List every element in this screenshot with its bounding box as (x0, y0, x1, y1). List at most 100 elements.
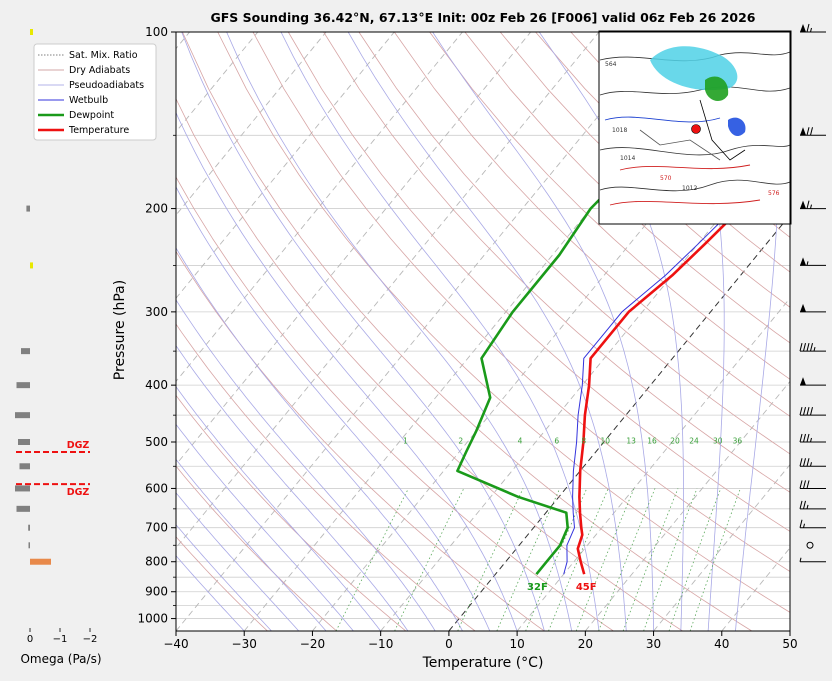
location-marker (691, 124, 701, 134)
mixing-ratio-line (525, 488, 588, 631)
omega-tick-label: −1 (53, 634, 68, 645)
dry-adiabat (176, 176, 614, 631)
dry-adiabat (176, 465, 337, 631)
omega-bar (28, 542, 30, 549)
wind-barb (799, 433, 826, 443)
barb-full (803, 407, 806, 416)
omega-bar (21, 348, 30, 355)
pseudoadiabat (176, 423, 354, 631)
x-tick-label: 50 (782, 637, 797, 651)
barb-full (799, 343, 803, 352)
barb-half (799, 557, 802, 562)
surface-dewpoint-label: 32F (527, 582, 548, 593)
mixing-ratio-line (575, 488, 635, 631)
map-contour-label: 1018 (612, 127, 627, 134)
map-contour-label: 1014 (620, 155, 635, 162)
mixing-ratio-line (548, 488, 609, 631)
mixing-ratio-labels: 1 2 4 6 8 10 13 16 20 24 30 36 (403, 436, 742, 445)
wind-barb (800, 23, 826, 33)
mixing-ratio-label: 20 (670, 436, 680, 445)
isotherm-line (176, 32, 395, 299)
precip-shade (728, 117, 746, 137)
pseudoadiabat (176, 386, 382, 631)
y-axis-label: Pressure (hPa) (112, 280, 128, 380)
omega-bar (15, 412, 30, 419)
pseudoadiabat (176, 555, 245, 631)
x-tick-label: 10 (509, 637, 524, 651)
x-tick-label: −30 (232, 637, 257, 651)
legend-label: Dry Adiabats (69, 65, 130, 76)
legend-label: Temperature (68, 125, 129, 136)
barb-half (810, 437, 812, 443)
isotherm-line (176, 32, 532, 466)
mixing-ratio-label: 24 (689, 436, 699, 445)
y-tick-label: 200 (145, 202, 168, 216)
barb-full (810, 343, 813, 352)
mixing-ratio-label: 6 (554, 436, 559, 445)
wind-barb (799, 557, 826, 563)
legend-label: Pseudoadiabats (69, 80, 144, 91)
calm-circle (806, 541, 814, 549)
dry-adiabat (176, 98, 683, 631)
barb-half (813, 347, 816, 352)
y-tick-label: 500 (145, 435, 168, 449)
barb-full (806, 23, 810, 33)
omega-bar (30, 262, 33, 269)
dry-adiabat (499, 32, 790, 308)
omega-tick-label: 0 (27, 634, 33, 645)
dry-adiabat (176, 536, 268, 631)
pseudoadiabat (432, 32, 654, 631)
wind-barb (800, 377, 826, 386)
barb-half (806, 261, 809, 266)
map-contour (604, 116, 721, 123)
map-contour (599, 144, 791, 156)
wind-barb (800, 127, 826, 136)
barb-full (799, 433, 803, 443)
map-contour (619, 164, 751, 171)
wind-barb (806, 541, 814, 549)
omega-tick-label: −2 (83, 634, 98, 645)
barb-flag (800, 127, 806, 136)
map-contour-label: 570 (660, 175, 672, 182)
pseudoadiabat (538, 32, 684, 631)
x-tick-label: 40 (714, 637, 729, 651)
dry-adiabat (182, 32, 753, 631)
map-contour-label: 576 (768, 190, 780, 197)
pseudoadiabat (181, 32, 545, 631)
map-contour (699, 99, 746, 161)
mixing-ratio-label: 16 (647, 436, 657, 445)
wind-barb (800, 257, 826, 266)
mixing-ratio-label: 10 (600, 436, 610, 445)
x-tick-label: 30 (646, 637, 661, 651)
mixing-ratio-line (622, 488, 679, 631)
y-tick-label: 800 (145, 555, 168, 569)
background-lines (176, 32, 790, 631)
chart-title: GFS Sounding 36.42°N, 67.13°E Init: 00z … (211, 10, 756, 25)
omega-bar (16, 382, 30, 389)
barb-half (810, 462, 812, 467)
dry-adiabat (176, 250, 545, 631)
mixing-ratio-label: 1 (403, 436, 408, 445)
x-tick-label: −40 (163, 637, 188, 651)
omega-bar (30, 558, 51, 565)
plot-frame (175, 31, 791, 632)
mixing-ratio-label: 30 (713, 436, 723, 445)
omega-bar (18, 438, 30, 445)
dry-adiabat (358, 32, 790, 455)
omega-panel: 0 −1 −2 DGZ DGZ (15, 29, 97, 645)
barb-full (803, 500, 806, 509)
pseudoadiabat (176, 186, 491, 631)
barb-full (806, 200, 810, 209)
precip-shade (705, 76, 729, 102)
map-contour (599, 179, 791, 192)
y-tick-label: 400 (145, 378, 168, 392)
pseudoadiabat (176, 524, 272, 631)
mixing-ratio-line (643, 488, 698, 631)
pseudoadiabat (176, 299, 436, 631)
barb-full (806, 407, 810, 416)
mixing-ratio-label: 4 (518, 436, 523, 445)
barb-full (810, 407, 813, 416)
wind-barb (800, 303, 826, 313)
barb-full (803, 433, 806, 443)
dry-adiabat (176, 323, 476, 631)
